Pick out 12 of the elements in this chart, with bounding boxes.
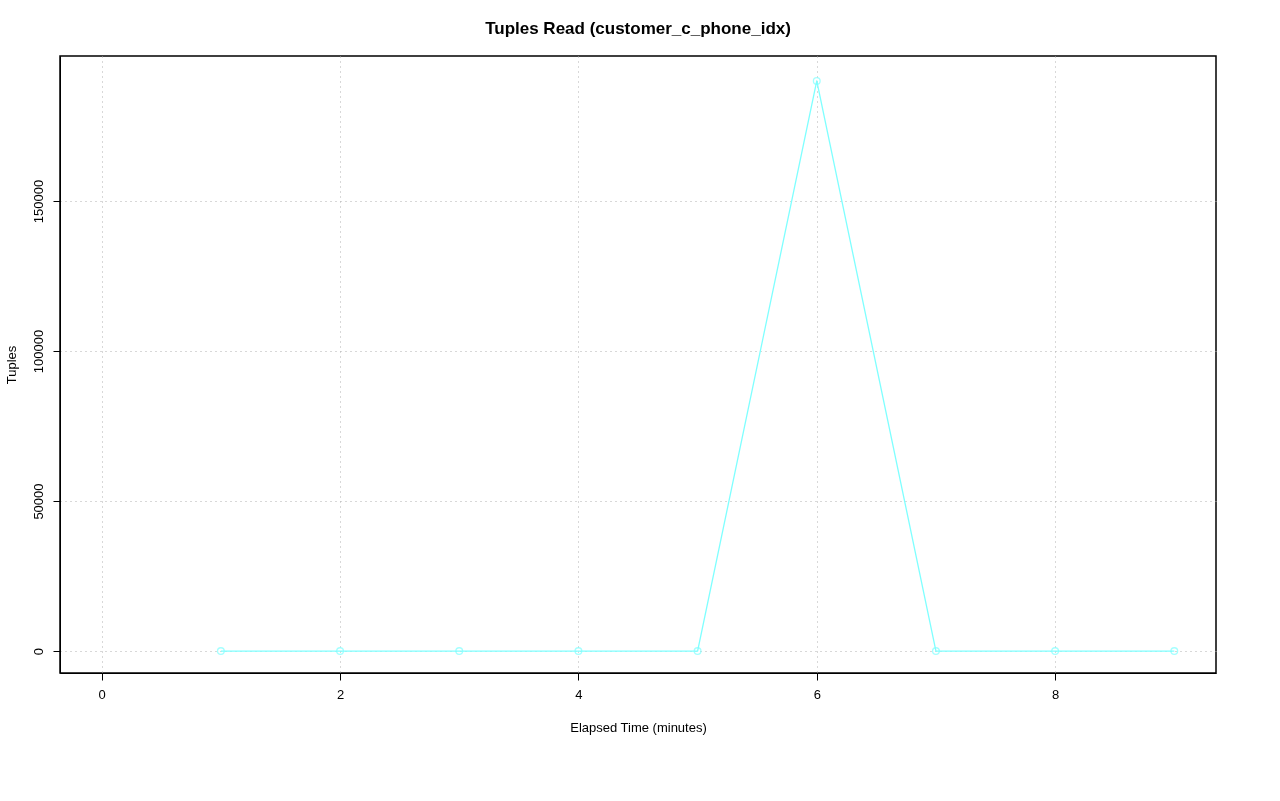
y-tick-label: 100000 bbox=[30, 329, 46, 374]
x-tick-label: 4 bbox=[575, 686, 583, 702]
x-tick-label: 8 bbox=[1052, 686, 1060, 702]
y-axis-title: Tuples bbox=[3, 345, 19, 385]
x-tick-label: 2 bbox=[336, 686, 345, 702]
y-tick-label: 150000 bbox=[30, 179, 46, 224]
x-tick-label: 0 bbox=[98, 686, 106, 702]
y-tick-label: 50000 bbox=[30, 483, 46, 520]
y-tick-label: 0 bbox=[30, 647, 46, 656]
chart-title: Tuples Read (customer_c_phone_idx) bbox=[485, 19, 791, 38]
x-axis-title: Elapsed Time (minutes) bbox=[570, 719, 707, 735]
x-tick-label: 6 bbox=[813, 686, 821, 702]
